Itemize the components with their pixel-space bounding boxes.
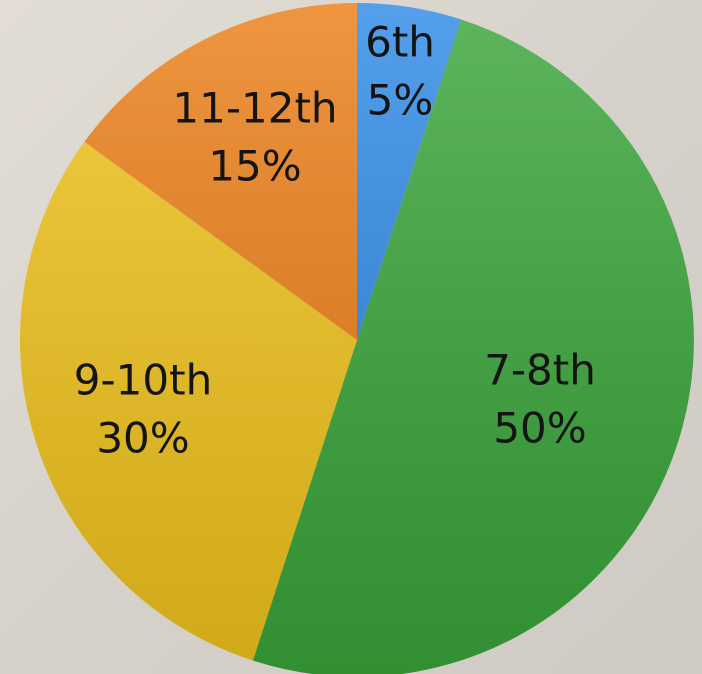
slice-value-label: 50% [493, 404, 586, 453]
chart: 6th 5% 7-8th 50% 9-10th 30% 11-12th 15% [0, 0, 702, 674]
page: 6th5%7-8th50%9-10th30%11-12th15% (() => … [0, 0, 702, 674]
pie [20, 3, 694, 674]
slice-label: 11-12th [172, 84, 337, 133]
slice-label: 7-8th [484, 346, 596, 395]
slice-label: 9-10th [74, 356, 212, 405]
slice-value-label: 15% [208, 142, 301, 191]
slice-value-label: 30% [96, 414, 189, 463]
slice-value-label: 5% [367, 76, 434, 125]
slice-label: 6th [365, 18, 435, 67]
